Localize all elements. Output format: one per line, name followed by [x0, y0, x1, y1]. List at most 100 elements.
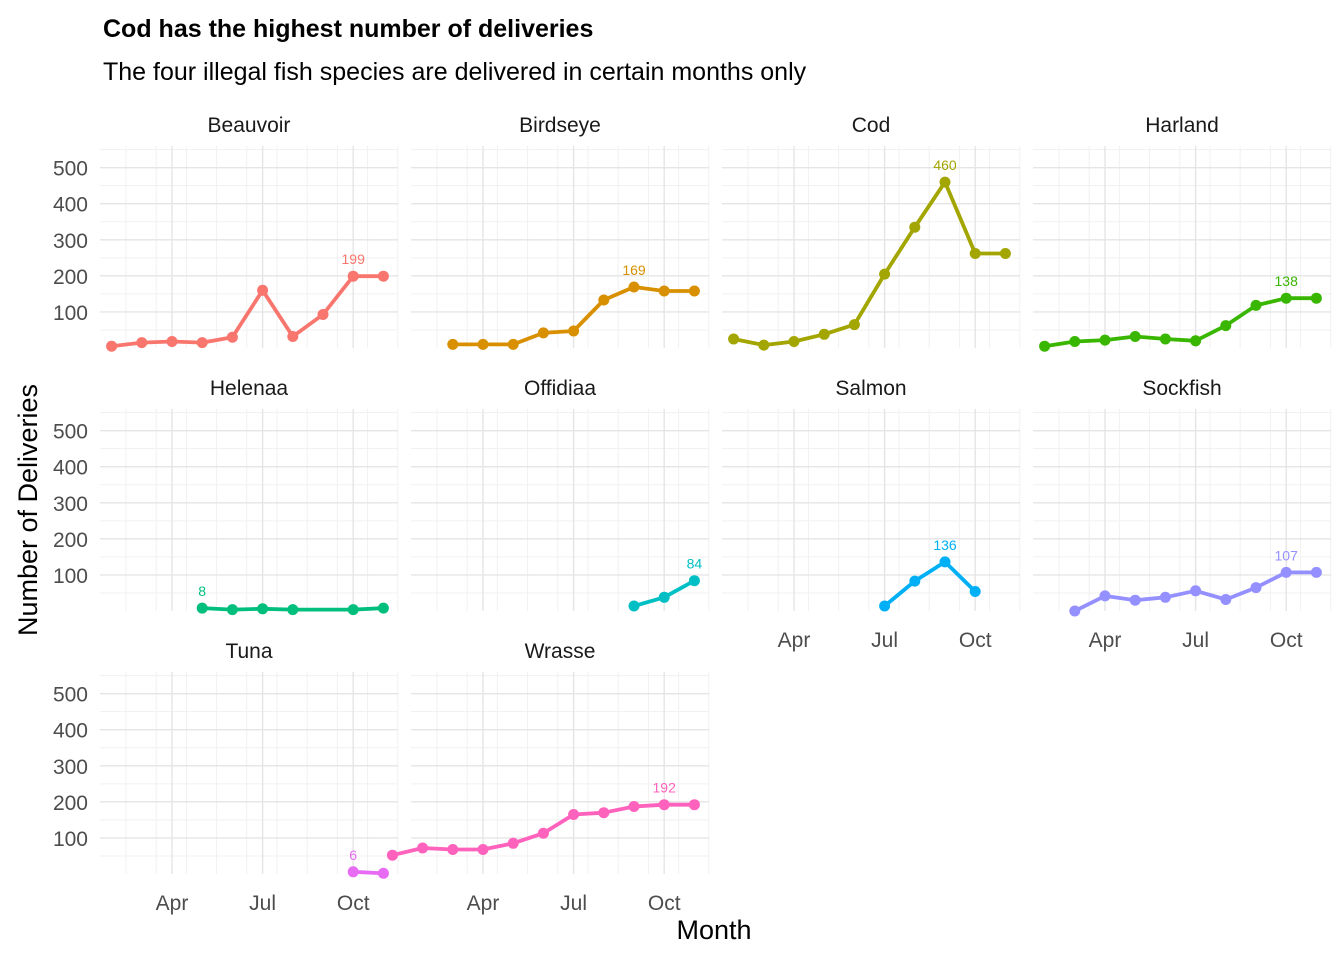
data-point — [999, 248, 1011, 259]
y-tick-label: 200 — [53, 529, 88, 552]
data-point — [1069, 336, 1081, 347]
facet-panel-harland: Harland 138 — [1033, 114, 1332, 352]
data-point — [939, 556, 951, 568]
data-point — [196, 602, 208, 614]
data-point — [758, 339, 770, 351]
y-tick-label: 500 — [53, 684, 88, 707]
facet-panel-sockfish: Apr Jul Oct Sockfish 107 — [1033, 377, 1332, 652]
data-point — [1250, 582, 1262, 594]
data-point — [658, 285, 670, 297]
data-point — [377, 270, 389, 282]
data-point — [688, 799, 700, 811]
data-label: 107 — [1275, 547, 1299, 563]
data-point — [226, 331, 238, 343]
facet-label: Salmon — [835, 377, 906, 400]
data-point — [377, 867, 389, 879]
data-point — [909, 221, 921, 233]
data-point — [347, 270, 359, 282]
facet-panel-tuna: 100 200 300 400 500 Apr Jul Oct Tuna 6 — [53, 640, 399, 915]
data-label: 460 — [933, 157, 957, 173]
data-point — [1190, 335, 1202, 347]
data-point — [477, 338, 489, 350]
data-point — [136, 337, 148, 349]
data-point — [688, 285, 700, 297]
data-point — [507, 837, 519, 849]
facet-panel-birdseye: Birdseye 169 — [411, 114, 710, 350]
data-point — [1250, 299, 1262, 311]
data-point — [879, 268, 891, 280]
chart-subtitle: The four illegal fish species are delive… — [103, 58, 807, 86]
data-label: 199 — [342, 251, 366, 267]
data-point — [1310, 566, 1322, 578]
y-tick-label: 100 — [53, 302, 88, 325]
data-point — [537, 827, 549, 839]
chart-title: Cod has the highest number of deliveries — [103, 15, 593, 43]
data-point — [1069, 605, 1081, 617]
data-point — [417, 842, 429, 854]
data-point — [728, 333, 740, 345]
data-point — [377, 602, 389, 614]
series-line — [731, 180, 1008, 348]
facet-label: Tuna — [225, 640, 272, 663]
facet-panel-cod: Cod 460 — [722, 114, 1021, 351]
x-tick-label: Apr — [1089, 629, 1122, 652]
facet-panel-beauvoir: 100 200 300 400 500 Beauvoir 199 — [53, 114, 399, 352]
y-tick-label: 100 — [53, 828, 88, 851]
data-point — [106, 340, 118, 352]
x-tick-label: Jul — [249, 892, 276, 915]
data-point — [1099, 590, 1111, 602]
series-line — [882, 560, 978, 608]
data-point — [537, 327, 549, 339]
facet-panel-offidiaa: Offidiaa 84 — [411, 377, 710, 612]
y-axis-label: Number of Deliveries — [13, 384, 43, 636]
facet-label: Helenaa — [210, 377, 289, 400]
facet-panel-salmon: Apr Jul Oct Salmon 136 — [722, 377, 1021, 652]
data-point — [688, 575, 700, 587]
y-tick-label: 400 — [53, 194, 88, 217]
series-line — [1042, 296, 1319, 349]
data-point — [658, 799, 670, 811]
facet-label: Beauvoir — [208, 114, 291, 137]
data-point — [287, 331, 299, 342]
data-point — [1129, 594, 1141, 606]
facet-panel-helenaa: 100 200 300 400 500 Helenaa 8 — [53, 377, 399, 616]
facet-label: Harland — [1145, 114, 1219, 137]
data-point — [257, 284, 269, 296]
data-point — [347, 604, 359, 616]
y-tick-label: 300 — [53, 756, 88, 779]
x-tick-label: Apr — [156, 892, 189, 915]
x-tick-label: Apr — [778, 629, 811, 652]
y-tick-label: 100 — [53, 565, 88, 588]
data-point — [848, 319, 860, 331]
data-point — [507, 338, 519, 350]
data-point — [658, 591, 670, 603]
data-point — [628, 281, 640, 293]
data-point — [568, 325, 580, 337]
data-point — [1280, 566, 1292, 578]
facet-panels: 100 200 300 400 500 Beauvoir 199 Birdseye 169 Cod… — [53, 114, 1332, 915]
data-point — [1039, 340, 1051, 352]
x-tick-label: Jul — [1182, 629, 1209, 652]
data-point — [447, 338, 459, 350]
x-axis-label: Month — [676, 915, 751, 945]
data-label: 138 — [1275, 273, 1299, 289]
data-point — [196, 337, 208, 349]
facet-label: Sockfish — [1142, 377, 1221, 400]
facet-label: Birdseye — [519, 114, 601, 137]
data-point — [909, 575, 921, 587]
y-tick-label: 300 — [53, 230, 88, 253]
data-point — [257, 603, 269, 615]
x-tick-label: Jul — [871, 629, 898, 652]
data-point — [969, 248, 981, 259]
facet-label: Offidiaa — [524, 377, 596, 400]
data-point — [287, 604, 299, 616]
data-point — [1099, 334, 1111, 346]
data-point — [788, 336, 800, 347]
data-point — [1129, 331, 1141, 342]
data-point — [818, 328, 830, 340]
data-label: 192 — [653, 780, 677, 796]
data-point — [1159, 591, 1171, 603]
data-label: 84 — [687, 556, 703, 572]
data-point — [386, 849, 398, 861]
